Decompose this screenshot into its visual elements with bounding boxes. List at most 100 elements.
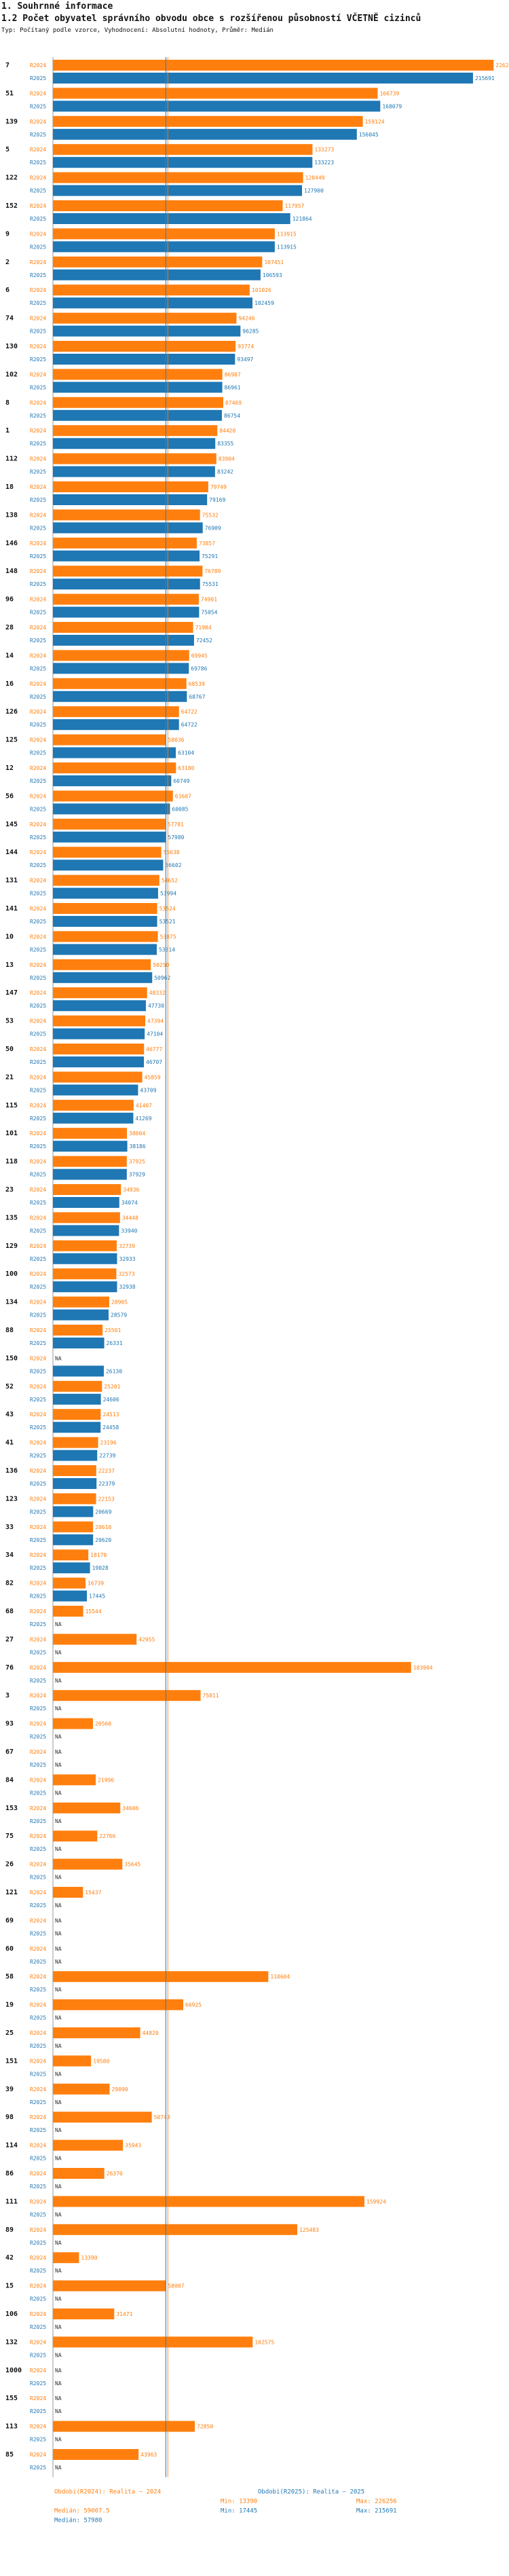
bar-r2024 <box>53 2196 364 2207</box>
series-label: R2024 <box>30 2368 46 2374</box>
section-heading: 1. Souhrnné informace <box>1 1 113 12</box>
series-label: R2024 <box>30 681 46 687</box>
bar-r2025 <box>53 578 200 590</box>
bar-r2025 <box>53 1338 105 1348</box>
bar-r2025 <box>53 1534 94 1545</box>
series-label: R2025 <box>30 1734 46 1740</box>
series-label: R2024 <box>30 344 46 350</box>
bar-r2024 <box>53 228 275 240</box>
bar-r2025 <box>53 860 164 871</box>
bar-r2024 <box>53 2336 253 2348</box>
series-label: R2025 <box>30 188 46 194</box>
value-label: 69945 <box>191 652 208 659</box>
value-label: 47394 <box>147 1018 164 1025</box>
missing-value-label: NA <box>55 2437 62 2443</box>
category-label: 153 <box>5 1805 18 1812</box>
category-label: 115 <box>5 1102 18 1109</box>
bar-r2025 <box>53 382 223 393</box>
bar-r2025 <box>53 1365 104 1377</box>
value-label: 22766 <box>99 1833 115 1839</box>
value-label: 60085 <box>172 806 188 812</box>
series-label: R2024 <box>30 540 46 547</box>
bar-r2025 <box>53 438 216 449</box>
category-label: 6 <box>5 287 10 294</box>
value-label: 64722 <box>181 722 197 728</box>
value-label: 75531 <box>202 581 219 587</box>
category-label: 100 <box>5 1270 18 1278</box>
value-label: 128449 <box>305 175 325 181</box>
bar-r2025 <box>53 128 357 140</box>
series-label: R2025 <box>30 1256 46 1262</box>
bar-r2024 <box>53 1577 86 1589</box>
category-label: 89 <box>5 2226 14 2234</box>
value-label: 96285 <box>242 329 259 335</box>
missing-value-label: NA <box>55 2465 62 2471</box>
value-label: 24458 <box>102 1424 119 1431</box>
series-label: R2025 <box>30 2240 46 2246</box>
series-label: R2025 <box>30 441 46 447</box>
series-label: R2024 <box>30 1833 46 1839</box>
missing-value-label: NA <box>55 2015 62 2021</box>
series-label: R2024 <box>30 1271 46 1277</box>
footer-stat-r2024: Min: 13390 <box>221 2498 257 2505</box>
missing-value-label: NA <box>55 1706 62 1712</box>
bar-r2024 <box>53 60 494 71</box>
value-label: 32938 <box>119 1284 136 1290</box>
series-label: R2025 <box>30 1424 46 1431</box>
series-label: R2024 <box>30 1130 46 1137</box>
category-label: 96 <box>5 596 14 604</box>
value-label: 75811 <box>203 1693 219 1699</box>
category-label: 131 <box>5 877 18 885</box>
series-label: R2025 <box>30 1087 46 1093</box>
bar-r2024 <box>53 1999 184 2010</box>
value-label: 21996 <box>98 1777 114 1783</box>
value-label: 47730 <box>148 1003 164 1009</box>
value-label: 35645 <box>124 1862 140 1868</box>
bar-r2024 <box>53 790 173 802</box>
bar-r2024 <box>53 678 187 689</box>
series-label: R2024 <box>30 737 46 743</box>
series-label: R2024 <box>30 765 46 771</box>
series-label: R2024 <box>30 428 46 434</box>
series-label: R2024 <box>30 90 46 96</box>
missing-value-label: NA <box>55 1678 62 1684</box>
value-label: 46707 <box>146 1059 162 1065</box>
series-label: R2025 <box>30 329 46 335</box>
series-label: R2025 <box>30 1678 46 1684</box>
series-label: R2024 <box>30 287 46 293</box>
series-label: R2025 <box>30 1340 46 1346</box>
series-label: R2024 <box>30 203 46 209</box>
value-label: 46777 <box>146 1046 162 1052</box>
category-label: 7 <box>5 62 10 69</box>
value-label: 60749 <box>173 778 189 784</box>
value-label: 83242 <box>217 469 233 475</box>
value-label: 113915 <box>277 231 297 237</box>
value-label: 26130 <box>106 1368 122 1374</box>
bar-r2024 <box>53 1268 117 1280</box>
category-label: 41 <box>5 1439 14 1447</box>
missing-value-label: NA <box>55 2156 62 2162</box>
bar-r2024 <box>53 2083 110 2095</box>
value-label: 226256 <box>495 62 509 69</box>
bar-r2024 <box>53 1212 120 1223</box>
series-label: R2024 <box>30 175 46 181</box>
value-label: 72850 <box>197 2424 213 2430</box>
series-label: R2024 <box>30 2452 46 2458</box>
category-label: 111 <box>5 2198 18 2205</box>
value-label: 86961 <box>225 384 241 390</box>
bar-r2025 <box>53 241 275 253</box>
category-label: 53 <box>5 1018 14 1025</box>
category-label: 86 <box>5 2170 14 2177</box>
series-label: R2025 <box>30 778 46 784</box>
series-label: R2024 <box>30 371 46 378</box>
series-label: R2024 <box>30 1046 46 1052</box>
bar-r2024 <box>53 341 236 352</box>
value-label: 74901 <box>201 597 217 603</box>
value-label: 75054 <box>201 610 217 616</box>
missing-value-label: NA <box>55 1987 62 1993</box>
series-label: R2024 <box>30 316 46 322</box>
series-label: R2024 <box>30 1187 46 1193</box>
bar-r2025 <box>53 831 166 843</box>
category-label: 3 <box>5 1692 10 1699</box>
bar-r2024 <box>53 818 166 830</box>
